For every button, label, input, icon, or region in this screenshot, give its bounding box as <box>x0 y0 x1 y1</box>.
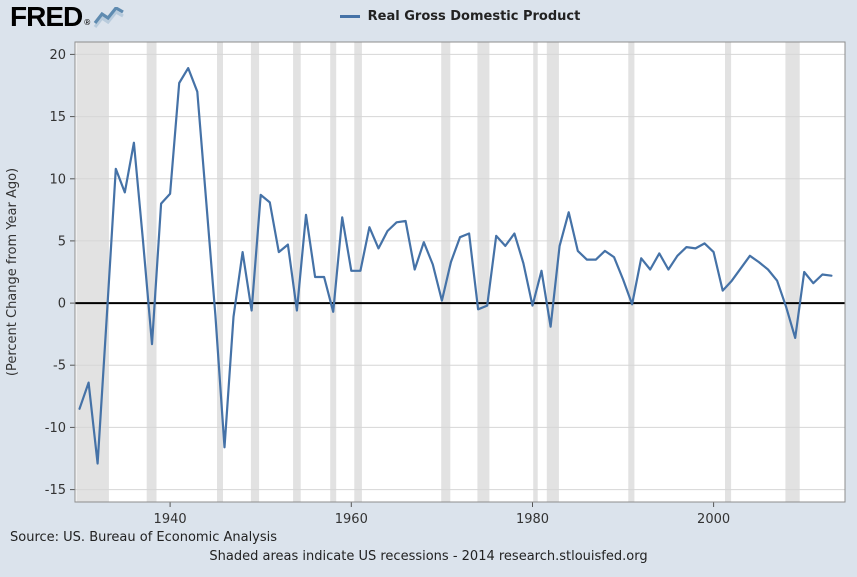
recession-band <box>354 42 362 502</box>
y-tick-label: 15 <box>49 110 66 125</box>
recession-note-text: Shaded areas indicate US recessions - 20… <box>209 549 648 564</box>
chart-header: FRED ® Real Gross Domestic Product <box>0 0 857 36</box>
y-tick-label: 0 <box>58 297 66 312</box>
plot-border <box>74 41 846 503</box>
recession-band <box>546 42 559 502</box>
recession-band <box>725 42 732 502</box>
fred-logo: FRED ® <box>10 3 126 31</box>
x-tick-label: 1960 <box>335 512 368 527</box>
registered-trademark-icon: ® <box>83 18 92 27</box>
gdp-line-chart: -15 -10 -5 0 5 10 15 20 1940 1960 1980 2000 (Percent… <box>5 41 846 527</box>
legend-line-swatch <box>339 15 360 18</box>
recession-band <box>441 42 451 502</box>
gdp-line-series <box>78 66 833 465</box>
x-tick-label: 1980 <box>516 512 549 527</box>
x-tick-label: 2000 <box>697 512 730 527</box>
recession-band <box>293 42 301 502</box>
recession-band <box>76 42 109 502</box>
source-text: Source: US. Bureau of Economic Analysis <box>10 530 278 545</box>
plot-background <box>75 42 845 502</box>
recession-band <box>330 42 337 502</box>
x-tick-label: 1940 <box>154 512 187 527</box>
fred-logo-chart-icon <box>93 7 125 28</box>
y-tick-label: -15 <box>45 483 66 498</box>
y-tick-label: -10 <box>45 421 66 436</box>
y-tick-label: -5 <box>53 359 66 374</box>
fred-logo-text: FRED <box>10 1 83 32</box>
legend: Real Gross Domestic Product <box>75 9 845 24</box>
recession-band <box>628 42 635 502</box>
recession-band <box>533 42 538 502</box>
recession-band <box>146 42 157 502</box>
recession-band <box>785 42 800 502</box>
y-tick-label: 20 <box>49 48 66 63</box>
recession-band <box>477 42 490 502</box>
y-tick-label: 5 <box>58 234 66 249</box>
recession-band <box>217 42 223 502</box>
y-tick-label: 10 <box>49 172 66 187</box>
y-axis-title: (Percent Change from Year Ago) <box>5 168 20 376</box>
legend-series-label: Real Gross Domestic Product <box>367 9 581 24</box>
